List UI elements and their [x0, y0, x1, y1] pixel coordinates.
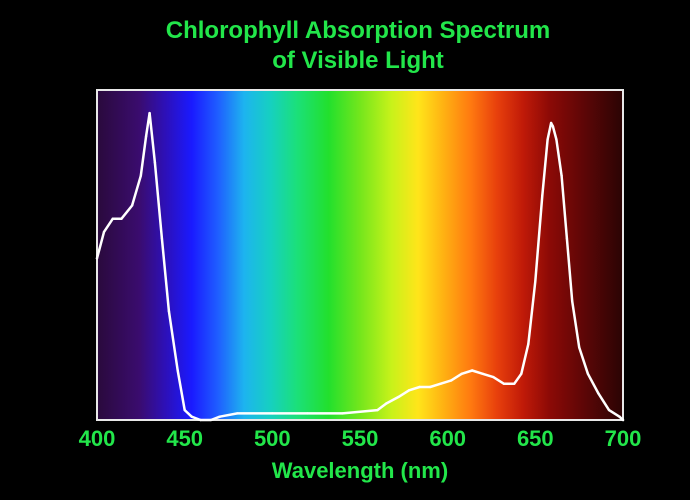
data-point	[597, 392, 600, 395]
data-point	[148, 111, 151, 115]
data-point	[397, 395, 400, 399]
data-point	[120, 217, 123, 220]
chart-title: Chlorophyll Absorption Spectrum of Visib…	[166, 17, 550, 74]
data-point	[428, 385, 432, 389]
data-point	[95, 257, 99, 260]
x-tick-label: 400	[79, 426, 116, 451]
data-point	[209, 418, 213, 422]
x-tick-label: 450	[166, 426, 203, 451]
data-point	[586, 372, 590, 375]
data-point	[218, 415, 221, 418]
data-point	[607, 408, 611, 412]
data-point	[341, 412, 344, 415]
x-axis-label: Wavelength (nm)	[272, 458, 448, 483]
data-point	[199, 418, 202, 422]
chart-title-line-2: of Visible Light	[272, 47, 444, 74]
data-point	[190, 415, 193, 418]
data-point	[271, 412, 274, 415]
data-point	[527, 342, 530, 346]
data-point	[571, 300, 574, 303]
data-point	[306, 412, 309, 415]
data-point	[471, 369, 474, 372]
data-point	[534, 280, 537, 283]
data-point	[541, 194, 544, 197]
x-tick-label: 650	[517, 426, 554, 451]
data-point	[565, 237, 569, 240]
series-line	[95, 111, 625, 422]
spectrum-background	[97, 90, 623, 420]
data-point	[520, 372, 523, 375]
data-point	[418, 385, 421, 389]
data-point	[513, 382, 516, 385]
x-tick-label: 700	[605, 426, 642, 451]
x-tick-label: 500	[254, 426, 291, 451]
x-tick-labels: 400 450 500 550 600 650 700	[79, 426, 642, 451]
data-point	[618, 415, 621, 418]
data-point	[176, 369, 179, 372]
data-point	[385, 402, 388, 405]
data-point	[546, 138, 549, 141]
data-point	[111, 217, 115, 220]
data-point	[621, 418, 625, 422]
x-tick-label: 550	[342, 426, 379, 451]
data-point	[578, 346, 581, 349]
data-point	[102, 230, 106, 234]
data-point	[153, 161, 157, 164]
data-point	[481, 372, 484, 375]
x-tick-label: 600	[429, 426, 466, 451]
chart-title-line-1: Chlorophyll Absorption Spectrum	[166, 17, 550, 44]
data-point	[130, 204, 134, 207]
data-point	[407, 389, 411, 392]
data-point	[439, 382, 442, 385]
series-points	[95, 111, 625, 422]
data-point	[551, 125, 555, 128]
data-point	[376, 408, 379, 412]
data-point	[139, 174, 142, 177]
data-point	[502, 382, 505, 385]
data-point	[549, 121, 553, 125]
data-point	[555, 138, 558, 141]
data-point	[560, 174, 563, 177]
data-point	[160, 237, 164, 240]
data-point	[183, 408, 186, 412]
data-point	[236, 412, 239, 415]
data-point	[450, 379, 453, 382]
data-point	[492, 375, 495, 379]
data-point	[460, 372, 463, 375]
data-point	[144, 135, 148, 138]
data-point	[167, 309, 171, 313]
